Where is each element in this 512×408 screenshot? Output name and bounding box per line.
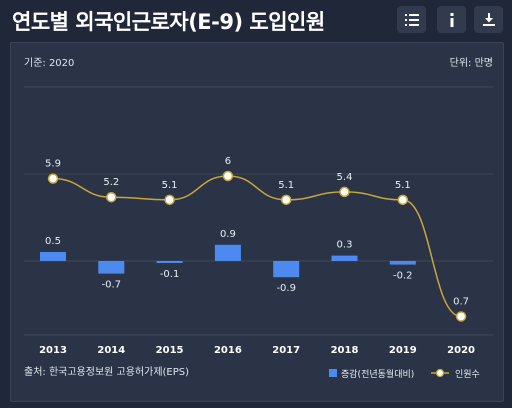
line-point	[164, 194, 175, 206]
chart-source-label: 출처: 한국고용정보원 고용허가제(EPS)	[24, 366, 189, 378]
bar	[331, 255, 358, 261]
chart-unit-label: 단위: 만명	[450, 56, 493, 69]
bar-data-label: 0.3	[337, 240, 353, 251]
legend-bar-swatch	[329, 369, 337, 377]
chart-panel: 기준: 2020 단위: 만명 출처: 한국고용정보원 고용허가제(EPS) 0…	[10, 42, 504, 402]
chart-basis-label: 기준: 2020	[24, 57, 74, 69]
line-data-label: 5.1	[395, 180, 411, 191]
bar-data-label: -0.9	[276, 283, 296, 294]
list-icon	[404, 13, 419, 26]
line-point	[280, 194, 292, 206]
line-point	[455, 311, 467, 322]
download-icon	[482, 13, 495, 26]
bar-data-label: -0.7	[102, 280, 122, 291]
line-data-label: 6	[225, 156, 231, 167]
line-point	[339, 186, 350, 198]
bar-data-label: 0.9	[220, 229, 236, 240]
x-tick-label: 2019	[389, 345, 417, 356]
line-point	[47, 173, 59, 184]
x-tick-label: 2014	[97, 345, 125, 356]
line-data-label: 5.1	[278, 180, 294, 191]
line-data-label: 5.9	[45, 159, 61, 170]
x-tick-label: 2018	[331, 345, 359, 356]
bar	[214, 244, 241, 261]
x-tick-label: 2013	[39, 345, 67, 356]
legend-bar-label: 증감(전년동월대비)	[341, 368, 414, 380]
bar	[40, 252, 66, 261]
bar	[389, 261, 416, 265]
line-point	[397, 194, 409, 206]
x-tick-label: 2016	[214, 345, 242, 356]
x-tick-label: 2020	[447, 345, 475, 356]
line-data-label: 0.7	[453, 296, 469, 307]
bar-data-label: -0.1	[160, 269, 180, 280]
line-point	[106, 191, 117, 203]
x-tick-label: 2015	[156, 345, 184, 356]
line-point	[222, 170, 234, 182]
download-button[interactable]	[474, 6, 503, 33]
series-line	[52, 175, 462, 318]
line-data-label: 5.1	[162, 180, 178, 191]
bar	[98, 261, 125, 274]
bar	[156, 261, 183, 263]
x-tick-label: 2017	[272, 345, 300, 356]
legend-line-label: 인원수	[455, 369, 480, 380]
menu-button[interactable]	[397, 6, 426, 33]
info-button[interactable]	[437, 6, 466, 33]
line-data-label: 5.2	[103, 177, 119, 188]
legend-line-marker	[435, 368, 445, 378]
info-icon	[450, 12, 453, 27]
chart: 기준: 2020 단위: 만명 출처: 한국고용정보원 고용허가제(EPS) 0…	[24, 56, 493, 380]
line-data-label: 5.4	[337, 172, 353, 183]
page-title: 연도별 외국인근로자(E-9) 도입인원	[12, 10, 325, 34]
bar-data-label: -0.2	[393, 271, 413, 282]
bar-data-label: 0.5	[45, 236, 61, 247]
bar	[273, 261, 300, 278]
